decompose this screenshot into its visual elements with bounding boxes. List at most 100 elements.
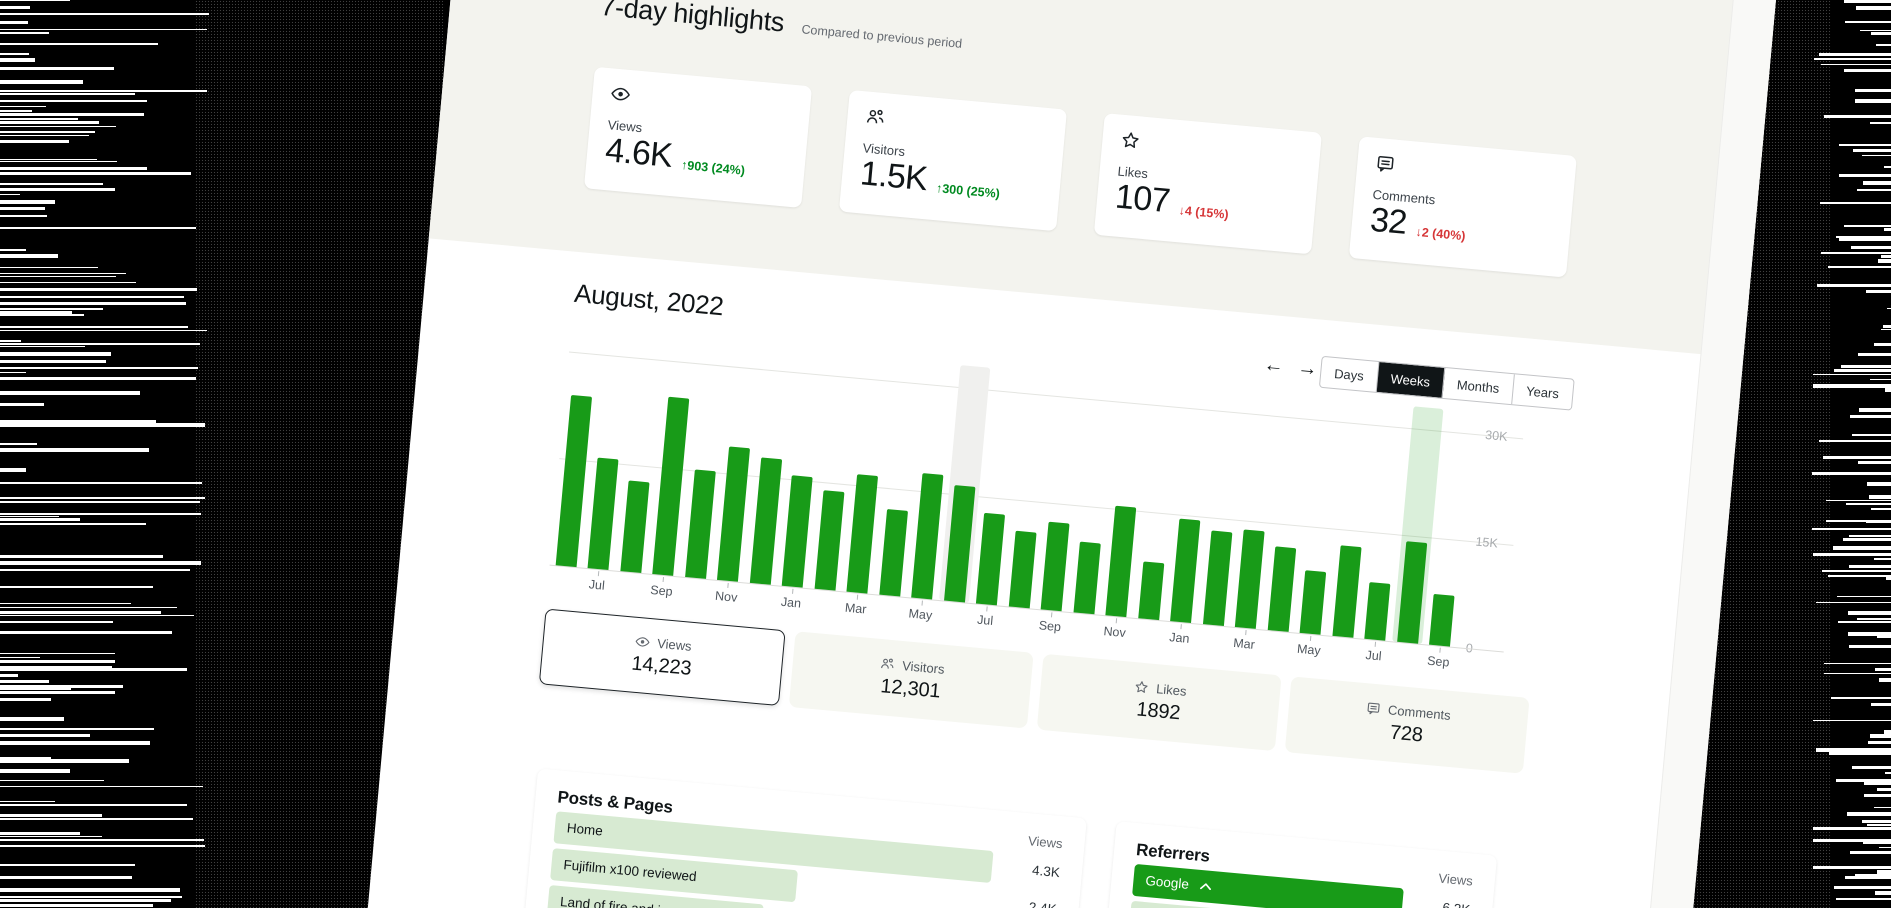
card-trend: ↓4 (15%) — [1178, 203, 1229, 221]
chevron-up-icon — [1198, 882, 1212, 891]
prev-period-arrow-icon[interactable]: ← — [1263, 352, 1285, 380]
chart-bar-0[interactable] — [555, 395, 591, 567]
x-axis-label: Jan — [768, 594, 813, 612]
period-heading: August, 2022 — [573, 278, 725, 322]
card-value: 1.5K — [859, 156, 929, 198]
card-trend: ↑300 (25%) — [936, 181, 1001, 201]
x-axis-label: Sep — [1416, 653, 1461, 671]
chart-bar-9[interactable] — [847, 474, 879, 593]
people-icon — [880, 656, 896, 672]
referrers-title: Referrers — [1135, 840, 1210, 867]
x-axis-tick — [1439, 648, 1440, 653]
x-axis-tick — [986, 606, 987, 611]
x-axis-label: Nov — [1092, 623, 1137, 641]
x-axis-label: May — [898, 605, 943, 623]
highlight-card-views[interactable]: Views 4.6K ↑903 (24%) — [584, 67, 812, 208]
star-icon — [1120, 130, 1142, 152]
chart-bar-3[interactable] — [652, 397, 689, 576]
period-tab-days[interactable]: Days — [1320, 357, 1379, 392]
row-views-value: 2.4K — [1027, 892, 1058, 908]
x-axis-tick — [1374, 642, 1375, 647]
referrers-panel: Referrers Views Google 6.2K — [1082, 821, 1497, 908]
x-axis-label: Nov — [704, 588, 749, 606]
chart-bar-22[interactable] — [1267, 546, 1296, 632]
chart-bar-5[interactable] — [717, 446, 750, 581]
metric-tab-value: 12,301 — [879, 675, 941, 703]
x-axis-tick — [1051, 612, 1052, 617]
row-label: Google — [1144, 865, 1213, 903]
x-axis-tick — [1180, 624, 1181, 629]
comment-icon — [1375, 153, 1397, 175]
row-label: Home — [565, 812, 604, 847]
metric-tab-label: Visitors — [902, 658, 946, 677]
x-axis-label: Jan — [1157, 629, 1202, 647]
x-axis-label: Sep — [1027, 617, 1072, 635]
x-axis-label: Jul — [1351, 647, 1396, 665]
chart-nav: ← → — [1263, 352, 1319, 383]
metric-tab-label: Likes — [1156, 681, 1188, 699]
x-axis-label: Jul — [963, 611, 1008, 629]
eye-icon — [610, 83, 632, 105]
x-axis-label: Sep — [639, 582, 684, 600]
chart-bar-14[interactable] — [1009, 531, 1037, 609]
card-trend: ↓2 (40%) — [1415, 224, 1466, 242]
x-axis-tick — [1245, 630, 1246, 635]
next-period-arrow-icon[interactable]: → — [1296, 355, 1318, 383]
chart-bar-13[interactable] — [976, 513, 1005, 606]
chart-bar-23[interactable] — [1300, 570, 1327, 635]
row-views-value: 6.2K — [1441, 892, 1472, 908]
chart-bar-17[interactable] — [1106, 506, 1137, 617]
chart-bar-4[interactable] — [685, 469, 716, 578]
chart-bar-11[interactable] — [911, 473, 943, 599]
posts-pages-panel: Posts & Pages Views Home 4.3K Fujifilm x10… — [504, 768, 1087, 908]
y-axis-label: 15K — [1475, 535, 1536, 554]
period-tab-weeks[interactable]: Weeks — [1376, 362, 1445, 398]
chart-bar-16[interactable] — [1073, 542, 1100, 615]
chart-bar-18[interactable] — [1138, 561, 1164, 620]
x-axis-label: Mar — [1222, 635, 1267, 653]
chart-bar-7[interactable] — [782, 475, 813, 587]
highlight-card-visitors[interactable]: Visitors 1.5K ↑300 (25%) — [839, 90, 1067, 231]
star-icon — [1134, 679, 1150, 695]
chart-bar-20[interactable] — [1203, 530, 1232, 626]
card-value: 107 — [1114, 179, 1171, 219]
chart-bar-24[interactable] — [1332, 545, 1361, 638]
row-label: Fujifilm x100 reviewed — [562, 849, 698, 893]
row-views-value: 4.3K — [1031, 855, 1062, 889]
x-axis-label: Mar — [833, 600, 878, 618]
people-icon — [865, 106, 887, 128]
x-axis-tick — [727, 583, 728, 588]
metric-tab-label: Comments — [1387, 702, 1451, 723]
x-axis-tick — [662, 577, 663, 582]
x-axis-tick — [792, 589, 793, 594]
stats-page: 7-day highlights Compared to previous pe… — [347, 0, 1779, 908]
x-axis-label: May — [1286, 641, 1331, 659]
chart-bar-15[interactable] — [1041, 522, 1070, 612]
chart-bar-10[interactable] — [879, 509, 908, 597]
chart-bar-1[interactable] — [588, 458, 619, 570]
highlight-card-comments[interactable]: Comments 32 ↓2 (40%) — [1349, 136, 1577, 277]
x-axis-tick — [857, 595, 858, 600]
highlight-card-likes[interactable]: Likes 107 ↓4 (15%) — [1094, 113, 1322, 254]
x-axis-tick — [598, 571, 599, 576]
metric-tab-value: 728 — [1389, 722, 1424, 748]
x-axis-tick — [921, 601, 922, 606]
chart-bar-2[interactable] — [620, 480, 649, 573]
chart-bar-21[interactable] — [1235, 529, 1265, 628]
card-value: 32 — [1369, 203, 1408, 242]
period-tab-months[interactable]: Months — [1443, 368, 1515, 404]
y-axis-label: 30K — [1485, 428, 1546, 447]
chart-bar-8[interactable] — [814, 490, 844, 590]
chart-bar-19[interactable] — [1170, 519, 1200, 623]
chart-bar-27[interactable] — [1429, 594, 1455, 647]
eye-icon — [635, 634, 651, 650]
period-tab-years[interactable]: Years — [1512, 374, 1573, 409]
card-value: 4.6K — [604, 133, 674, 175]
chart-bar-25[interactable] — [1365, 582, 1391, 641]
metric-tab-value: 1892 — [1136, 698, 1182, 725]
x-axis-label: Jul — [574, 576, 619, 594]
x-axis-tick — [1310, 636, 1311, 641]
screenshot-viewport: 7-day highlights Compared to previous pe… — [0, 0, 1891, 908]
referrers-views-column-header: Views — [1438, 870, 1474, 888]
comment-icon — [1365, 700, 1381, 716]
